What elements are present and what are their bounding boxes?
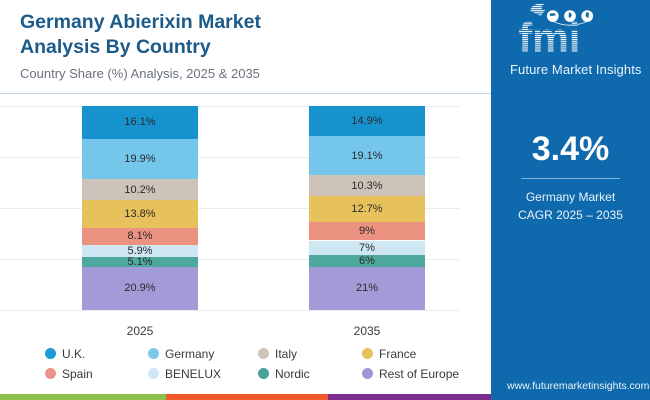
svg-text:fmi: fmi [518,15,580,61]
